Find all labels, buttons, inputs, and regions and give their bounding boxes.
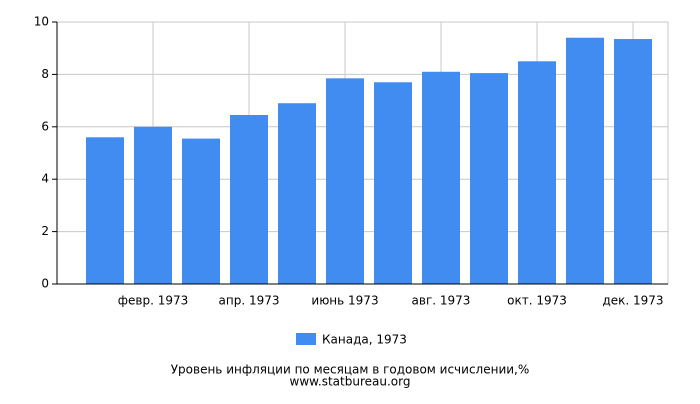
x-tick-label: июнь 1973 [311, 294, 378, 308]
bar [230, 115, 268, 284]
source: www.statbureau.org [290, 375, 411, 389]
bar [182, 138, 220, 284]
y-tick-label: 10 [34, 15, 49, 29]
y-tick-label: 6 [41, 119, 49, 133]
legend-swatch [296, 333, 316, 345]
bar [86, 137, 124, 284]
bar [374, 82, 412, 284]
y-tick-label: 8 [41, 67, 49, 81]
bar [566, 37, 604, 284]
x-tick-label: окт. 1973 [507, 294, 567, 308]
y-tick-label: 2 [41, 224, 49, 238]
bar [422, 71, 460, 284]
bar [326, 78, 364, 284]
bar [470, 73, 508, 284]
bar [614, 39, 652, 284]
bar [134, 126, 172, 284]
x-tick-label: дек. 1973 [602, 294, 663, 308]
x-tick-label: февр. 1973 [118, 294, 189, 308]
chart-title: Уровень инфляции по месяцам в годовом ис… [171, 363, 530, 377]
y-tick-label: 0 [41, 277, 49, 291]
legend-label: Канада, 1973 [322, 333, 407, 347]
y-tick-label: 4 [41, 172, 49, 186]
bar [518, 61, 556, 284]
bar [278, 103, 316, 284]
x-tick-label: апр. 1973 [219, 294, 280, 308]
x-tick-label: авг. 1973 [412, 294, 471, 308]
